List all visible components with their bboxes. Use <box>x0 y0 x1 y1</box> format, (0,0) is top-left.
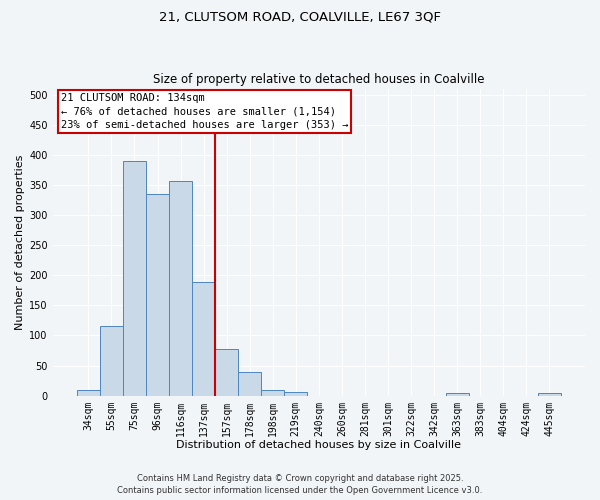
Title: Size of property relative to detached houses in Coalville: Size of property relative to detached ho… <box>153 73 485 86</box>
Y-axis label: Number of detached properties: Number of detached properties <box>15 154 25 330</box>
Bar <box>77 390 100 396</box>
Text: 21, CLUTSOM ROAD, COALVILLE, LE67 3QF: 21, CLUTSOM ROAD, COALVILLE, LE67 3QF <box>159 10 441 23</box>
Text: 21 CLUTSOM ROAD: 134sqm
← 76% of detached houses are smaller (1,154)
23% of semi: 21 CLUTSOM ROAD: 134sqm ← 76% of detache… <box>61 93 348 130</box>
Bar <box>261 390 284 396</box>
Text: Contains HM Land Registry data © Crown copyright and database right 2025.
Contai: Contains HM Land Registry data © Crown c… <box>118 474 482 495</box>
Bar <box>192 282 215 396</box>
Bar <box>169 180 192 396</box>
Bar <box>538 392 561 396</box>
Bar <box>284 392 307 396</box>
Bar <box>146 194 169 396</box>
Bar <box>100 326 123 396</box>
Bar <box>238 372 261 396</box>
Bar <box>215 348 238 396</box>
Bar <box>446 392 469 396</box>
X-axis label: Distribution of detached houses by size in Coalville: Distribution of detached houses by size … <box>176 440 461 450</box>
Bar <box>123 161 146 396</box>
